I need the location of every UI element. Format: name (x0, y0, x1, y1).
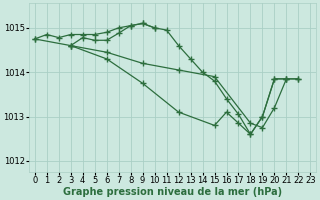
X-axis label: Graphe pression niveau de la mer (hPa): Graphe pression niveau de la mer (hPa) (63, 187, 282, 197)
